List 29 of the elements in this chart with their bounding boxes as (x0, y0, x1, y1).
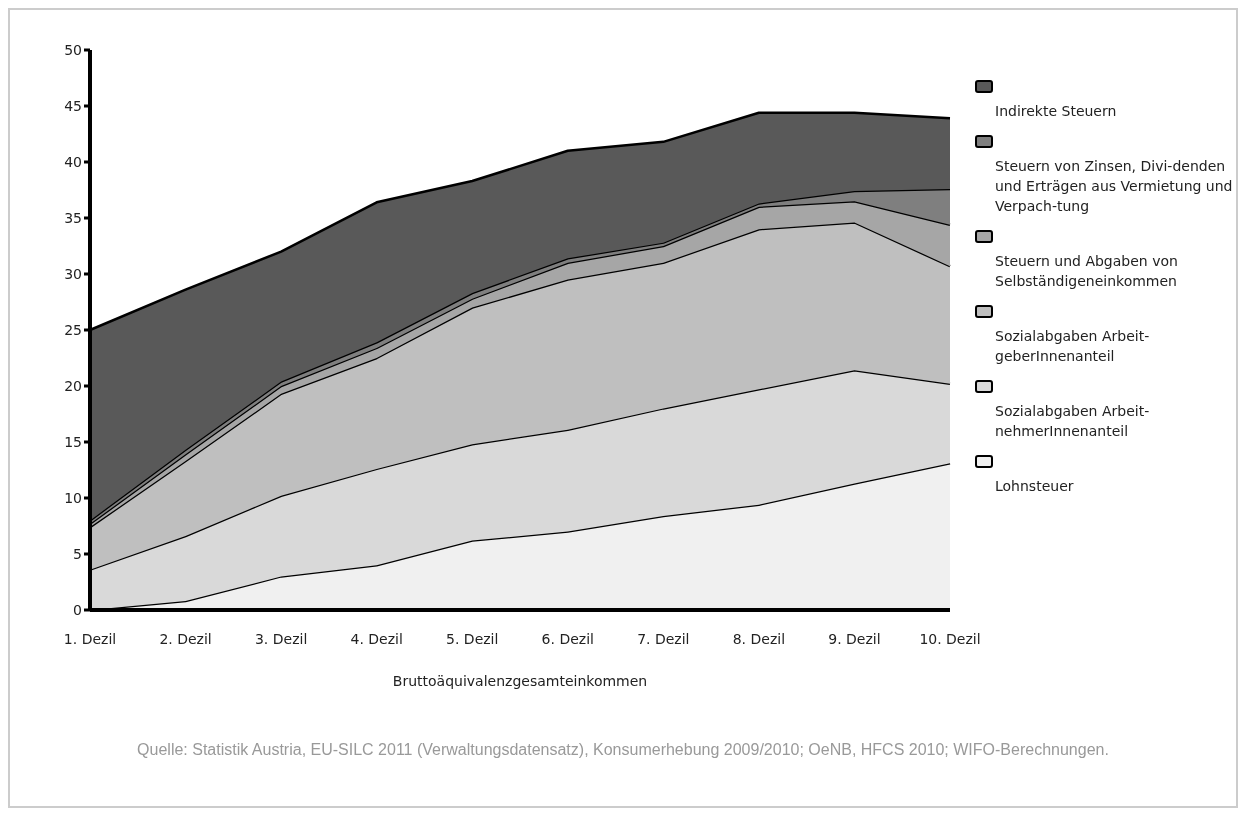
x-tick-label: 1. Dezil (63, 630, 117, 647)
x-tick-label: 7. Dezil (637, 630, 690, 647)
y-tick-label: 25 (64, 321, 82, 338)
y-tick-label: 10 (64, 489, 82, 506)
y-tick-label: 5 (73, 545, 82, 562)
x-tick-label: 2. Dezil (159, 630, 212, 647)
legend-label: Lohnsteuer (994, 477, 1075, 496)
legend-label: Steuern und Abgaben von Selbständigeneinkommen (994, 252, 1179, 291)
x-tick-label: 3. Dezil (254, 630, 308, 647)
legend-label: Sozialabgaben Arbeit-geberInnenanteil (994, 327, 1151, 366)
y-tick-label: 40 (64, 153, 82, 170)
x-tick-label: 5. Dezil (446, 630, 499, 647)
source-note: Quelle: Statistik Austria, EU-SILC 2011 (Verwaltungsdatensatz), Konsumerhebung 2009/2010; OeNB, HFCS 2010; WIFO-Berechnungen. (136, 740, 1110, 760)
y-tick-label: 35 (64, 209, 82, 226)
x-tick-label: 6. Dezil (541, 630, 594, 647)
y-tick-label: 50 (64, 41, 82, 58)
y-tick-label: 20 (64, 377, 82, 394)
x-tick-label: 4. Dezil (350, 630, 403, 647)
x-tick-label: 9. Dezil (828, 630, 881, 647)
x-axis-title: Bruttoäquivalenzgesamteinkommen (392, 673, 648, 689)
legend-label: Indirekte Steuern (994, 102, 1118, 121)
x-tick-label: 10. Dezil (919, 630, 981, 647)
y-tick-label: 45 (64, 97, 82, 114)
y-tick-label: 15 (64, 433, 82, 450)
y-tick-label: 30 (64, 265, 82, 282)
y-tick-label: 0 (73, 601, 82, 618)
legend-label: Steuern von Zinsen, Divi-denden und Erträgen aus Vermietung und Verpach-tung (994, 157, 1234, 216)
legend-label: Sozialabgaben Arbeit-nehmerInnenanteil (994, 402, 1151, 441)
x-tick-label: 8. Dezil (732, 630, 786, 647)
